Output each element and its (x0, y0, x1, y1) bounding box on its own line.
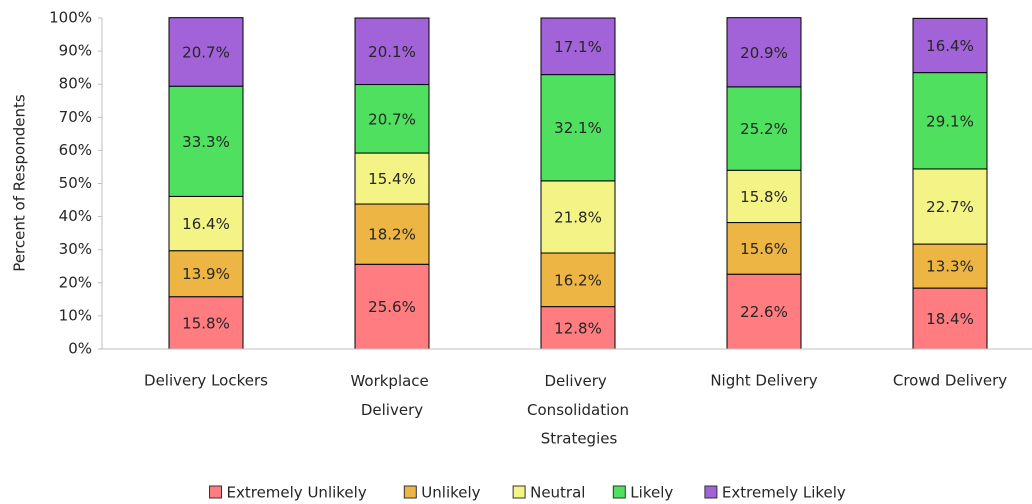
data-label: 20.7% (182, 43, 230, 61)
bar-segment (726, 17, 802, 88)
legend-label: Extremely Unlikely (227, 484, 367, 502)
y-tick-label: 40% (59, 207, 92, 225)
y-tick-label: 0% (68, 340, 92, 358)
x-axis-label: Strategies (541, 430, 618, 448)
data-label: 25.2% (740, 120, 788, 138)
bar-segment (354, 17, 430, 86)
x-tick-label: Crowd Delivery (893, 372, 1007, 390)
data-label: 29.1% (926, 112, 974, 130)
bar-segment (354, 152, 430, 205)
data-label: 15.8% (740, 188, 788, 206)
data-label: 13.3% (926, 258, 974, 276)
legend-label: Neutral (530, 484, 585, 502)
x-tick-label: Delivery Consolidation (527, 372, 629, 419)
data-label: 18.4% (926, 310, 974, 328)
y-tick-label: 50% (59, 174, 92, 192)
legend-swatch (512, 485, 526, 499)
data-label: 15.8% (182, 314, 230, 332)
y-tick-label: 10% (59, 306, 92, 324)
legend-swatch (403, 485, 417, 499)
bar-segment (912, 72, 988, 170)
data-label: 15.6% (740, 240, 788, 258)
x-tick-label: Workplace Delivery (350, 372, 433, 419)
bar-segment (540, 74, 616, 182)
x-tick-line: Delivery (361, 401, 423, 419)
y-tick-label: 20% (59, 273, 92, 291)
bar-segment (540, 306, 616, 350)
data-label: 13.9% (182, 265, 230, 283)
data-label: 16.4% (182, 215, 230, 233)
data-label: 32.1% (554, 119, 602, 137)
y-tick-label: 70% (59, 108, 92, 126)
bar-segment (540, 17, 616, 76)
data-label: 20.1% (368, 43, 416, 61)
bar-segment (726, 273, 802, 350)
bar-segment (726, 169, 802, 224)
bar-segment (912, 243, 988, 289)
legend-swatch (704, 485, 718, 499)
bar-segment (912, 17, 988, 74)
bar-segment (540, 180, 616, 254)
data-label: 20.7% (368, 110, 416, 128)
bar-segment (726, 222, 802, 275)
data-label: 16.2% (554, 271, 602, 289)
y-tick-label: 60% (59, 141, 92, 159)
legend-label: Extremely Likely (722, 484, 846, 502)
x-tick-line: Workplace (350, 372, 433, 390)
y-tick-label: 90% (59, 42, 92, 60)
legend-label: Unlikely (421, 484, 480, 502)
bar-segment (354, 203, 430, 265)
legend-swatch (612, 485, 626, 499)
bar-segment (168, 296, 244, 350)
data-label: 22.6% (740, 303, 788, 321)
y-tick-label: 30% (59, 240, 92, 258)
data-label: 17.1% (554, 38, 602, 56)
x-tick-label: Delivery Lockers (144, 372, 268, 390)
data-label: 18.2% (368, 226, 416, 244)
legend-label: Likely (630, 484, 673, 502)
data-label: 21.8% (554, 208, 602, 226)
y-tick-label: 80% (59, 75, 92, 93)
data-label: 20.9% (740, 44, 788, 62)
x-tick-line: Delivery (544, 372, 611, 390)
bar-segment (912, 168, 988, 245)
x-tick-label: Night Delivery (710, 372, 817, 390)
data-label: 12.8% (554, 319, 602, 337)
data-label: 22.7% (926, 198, 974, 216)
x-tick-line: Consolidation (527, 401, 629, 419)
data-label: 15.4% (368, 170, 416, 188)
legend-swatch (209, 485, 222, 499)
bar-segment (540, 252, 616, 308)
y-tick-label: 100% (49, 9, 92, 27)
bar-segment (726, 86, 802, 171)
data-label: 16.4% (926, 37, 974, 55)
data-label: 25.6% (368, 298, 416, 316)
bar-segment (168, 17, 244, 87)
y-axis-label: Percent of Respondents (11, 94, 29, 272)
data-label: 33.3% (182, 133, 230, 151)
